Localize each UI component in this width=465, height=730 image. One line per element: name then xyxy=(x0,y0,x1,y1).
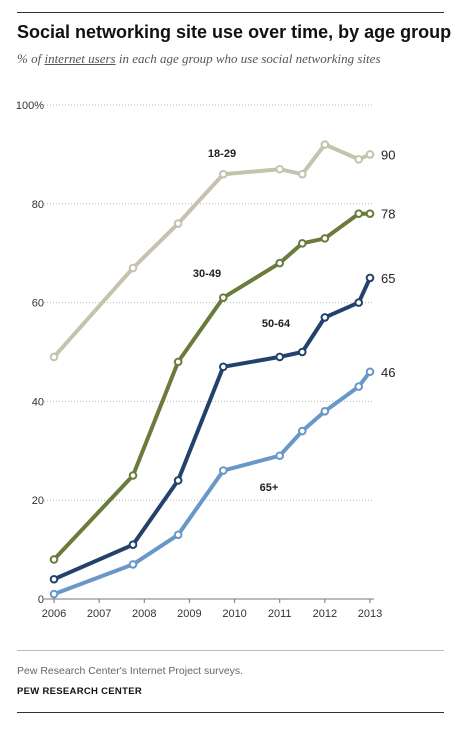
chart-subtitle: % of internet users in each age group wh… xyxy=(17,51,381,67)
y-tick-label: 80 xyxy=(32,199,44,211)
footer-rule xyxy=(17,650,444,651)
data-point xyxy=(365,367,375,377)
line-chart: 0 20 40 60 80 100% 2006 2007 2008 2009 2010 2011 201… xyxy=(16,100,396,620)
end-value-label: 78 xyxy=(381,207,395,222)
x-tick-label: 2011 xyxy=(268,608,292,620)
top-rule xyxy=(17,12,444,13)
series-name-label: 50-64 xyxy=(262,318,291,330)
end-value-label: 90 xyxy=(381,147,395,162)
chart-title: Social networking site use over time, by… xyxy=(17,22,452,42)
series-name-label: 18-29 xyxy=(208,148,236,160)
data-point xyxy=(128,560,138,569)
data-point xyxy=(297,239,307,248)
end-value-label: 46 xyxy=(381,365,395,380)
data-point xyxy=(297,169,307,179)
data-point xyxy=(320,406,330,416)
data-point xyxy=(320,140,330,149)
data-point xyxy=(275,451,285,461)
data-point xyxy=(218,293,228,302)
x-tick-label: 2008 xyxy=(132,608,156,620)
data-point xyxy=(275,352,285,362)
y-tick-label: 20 xyxy=(32,495,44,507)
data-point xyxy=(275,258,285,268)
data-point xyxy=(218,362,228,372)
y-tick-label: 60 xyxy=(32,298,44,310)
data-point xyxy=(354,209,364,218)
y-tick-label: 0 xyxy=(38,594,44,606)
data-point xyxy=(173,357,183,367)
x-tick-label: 2007 xyxy=(87,608,111,620)
data-point xyxy=(128,263,138,273)
data-point xyxy=(365,273,375,283)
data-point xyxy=(365,209,375,218)
data-point xyxy=(354,298,364,307)
series-lines xyxy=(49,140,375,599)
bottom-rule xyxy=(17,712,444,713)
x-tick-label: 2009 xyxy=(177,608,201,620)
data-point xyxy=(128,540,138,549)
data-point xyxy=(320,234,330,243)
brand-name: PEW RESEARCH CENTER xyxy=(17,686,142,697)
data-point xyxy=(297,347,307,357)
data-point xyxy=(275,164,285,174)
axis-ticks: 0 20 40 60 80 100% 2006 2007 2008 2009 2010 2011 201… xyxy=(16,100,382,620)
data-point xyxy=(297,426,307,436)
data-point xyxy=(218,466,228,475)
subtitle-suffix: in each age group who use social network… xyxy=(115,51,381,66)
x-tick-label: 2013 xyxy=(358,608,382,620)
source-note: Pew Research Center's Internet Project s… xyxy=(17,665,244,677)
data-point xyxy=(365,150,375,159)
data-point xyxy=(49,352,59,362)
series-labels: 18-29 90 30-49 78 50-64 65 65+ 46 xyxy=(193,147,396,494)
data-point xyxy=(320,313,330,322)
end-value-label: 65 xyxy=(381,271,395,286)
series-line-30-49 xyxy=(52,211,372,562)
data-point xyxy=(128,471,138,480)
x-tick-label: 2010 xyxy=(222,608,246,620)
series-name-label: 65+ xyxy=(260,482,279,494)
series-line-65+ xyxy=(52,369,372,597)
x-tick-label: 2012 xyxy=(313,608,337,620)
data-point xyxy=(49,574,59,584)
internet-users-link[interactable]: internet users xyxy=(44,51,116,66)
x-tick-label: 2006 xyxy=(42,608,66,620)
data-point xyxy=(173,476,183,485)
data-point xyxy=(173,219,183,228)
y-tick-label: 100% xyxy=(16,100,44,112)
series-name-label: 30-49 xyxy=(193,268,221,280)
gridlines xyxy=(44,104,374,600)
data-point xyxy=(354,155,364,164)
data-point xyxy=(49,555,59,564)
series-line-18-29 xyxy=(52,142,372,359)
data-point xyxy=(173,530,183,540)
y-tick-label: 40 xyxy=(32,396,44,408)
subtitle-prefix: % of xyxy=(17,51,45,66)
data-point xyxy=(218,169,228,179)
data-point xyxy=(49,589,59,599)
series-line-50-64 xyxy=(52,275,372,582)
data-point xyxy=(354,382,364,391)
